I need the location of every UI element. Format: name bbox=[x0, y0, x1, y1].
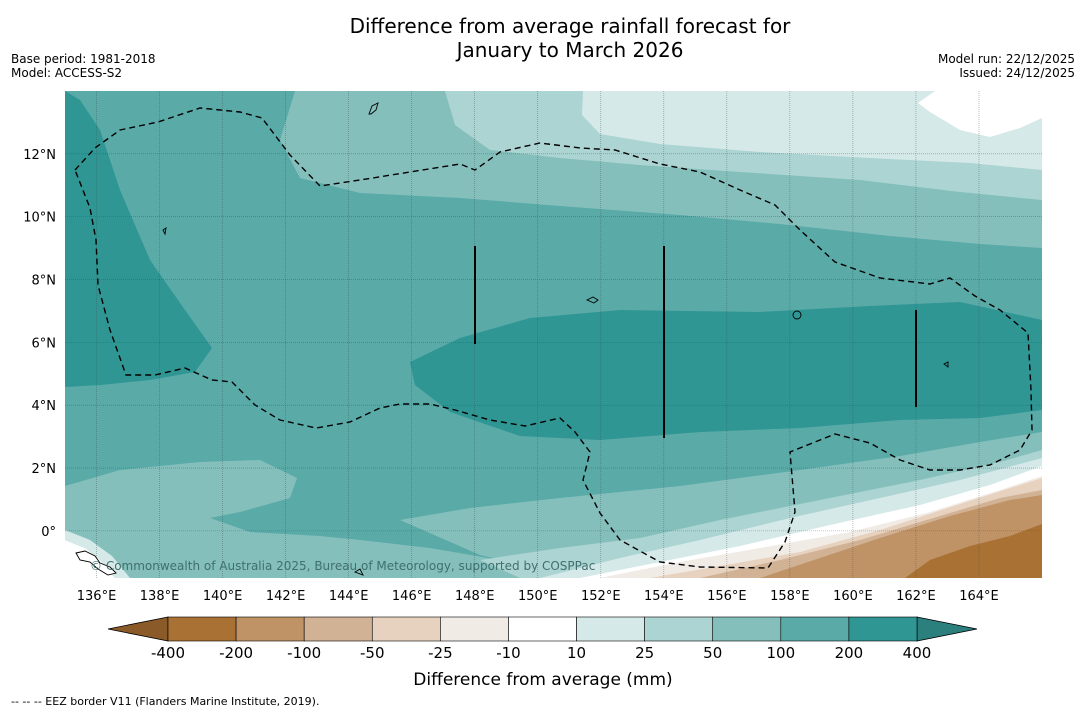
colorbar-tick-label: 10 bbox=[567, 644, 586, 662]
colorbar-tick-label: 25 bbox=[635, 644, 654, 662]
colorbar-tick-label: 50 bbox=[703, 644, 722, 662]
lon-tick-label: 152°E bbox=[581, 589, 621, 604]
longitude-labels: 136°E 138°E 140°E 142°E 144°E 146°E 148°E 150°E… bbox=[77, 589, 999, 604]
lon-tick-label: 158°E bbox=[770, 589, 810, 604]
colorbar-swatch bbox=[236, 617, 304, 641]
colorbar-tick-label: -50 bbox=[360, 644, 385, 662]
lon-tick-label: 136°E bbox=[77, 589, 117, 604]
lon-tick-label: 138°E bbox=[140, 589, 180, 604]
lat-tick-label: 8°N bbox=[32, 274, 57, 289]
lat-tick-label: 12°N bbox=[23, 148, 56, 163]
colorbar-swatch bbox=[304, 617, 372, 641]
latitude-labels: 12°N 10°N 8°N 6°N 4°N 2°N 0° bbox=[23, 148, 56, 540]
colorbar-high-extend bbox=[917, 617, 977, 641]
lat-tick-label: 10°N bbox=[23, 211, 56, 226]
lon-tick-label: 156°E bbox=[707, 589, 747, 604]
colorbar-swatch bbox=[372, 617, 440, 641]
colorbar-tick-label: -25 bbox=[428, 644, 453, 662]
map-figure: © Commonwealth of Australia 2025, Bureau… bbox=[0, 0, 1085, 713]
lon-tick-label: 164°E bbox=[959, 589, 999, 604]
eez-footnote: -- -- -- EEZ border V11 (Flanders Marine… bbox=[11, 695, 319, 708]
lon-tick-label: 140°E bbox=[203, 589, 243, 604]
lon-tick-label: 144°E bbox=[329, 589, 369, 604]
lat-tick-label: 6°N bbox=[32, 336, 57, 351]
rainfall-map: © Commonwealth of Australia 2025, Bureau… bbox=[65, 91, 1042, 578]
colorbar-tick-label: -100 bbox=[287, 644, 321, 662]
colorbar-tick-label: 200 bbox=[835, 644, 864, 662]
colorbar-swatch bbox=[713, 617, 781, 641]
colorbar-tick-label: -400 bbox=[151, 644, 185, 662]
lon-tick-label: 148°E bbox=[455, 589, 495, 604]
copyright-note: © Commonwealth of Australia 2025, Bureau… bbox=[90, 559, 595, 573]
colorbar-swatch bbox=[577, 617, 645, 641]
colorbar-swatch bbox=[168, 617, 236, 641]
colorbar-tick-label: 400 bbox=[903, 644, 932, 662]
colorbar-low-extend bbox=[108, 617, 168, 641]
lon-tick-label: 142°E bbox=[266, 589, 306, 604]
colorbar-swatch bbox=[508, 617, 576, 641]
colorbar-swatch bbox=[440, 617, 508, 641]
lon-tick-label: 154°E bbox=[644, 589, 684, 604]
colorbar-tick-label: -200 bbox=[219, 644, 253, 662]
colorbar-swatch bbox=[849, 617, 917, 641]
lon-tick-label: 150°E bbox=[518, 589, 558, 604]
lat-tick-label: 0° bbox=[41, 525, 56, 540]
colorbar-title: Difference from average (mm) bbox=[413, 670, 672, 690]
lat-tick-label: 2°N bbox=[32, 462, 57, 477]
colorbar-tick-label: 100 bbox=[766, 644, 795, 662]
lon-tick-label: 160°E bbox=[833, 589, 873, 604]
lon-tick-label: 146°E bbox=[392, 589, 432, 604]
colorbar-swatch bbox=[781, 617, 849, 641]
colorbar-tick-label: -10 bbox=[496, 644, 521, 662]
colorbar: -400 -200 -100 -50 -25 -10 10 25 50 100 200 400 bbox=[108, 617, 977, 662]
lon-tick-label: 162°E bbox=[896, 589, 936, 604]
lat-tick-label: 4°N bbox=[32, 399, 57, 414]
colorbar-swatch bbox=[645, 617, 713, 641]
